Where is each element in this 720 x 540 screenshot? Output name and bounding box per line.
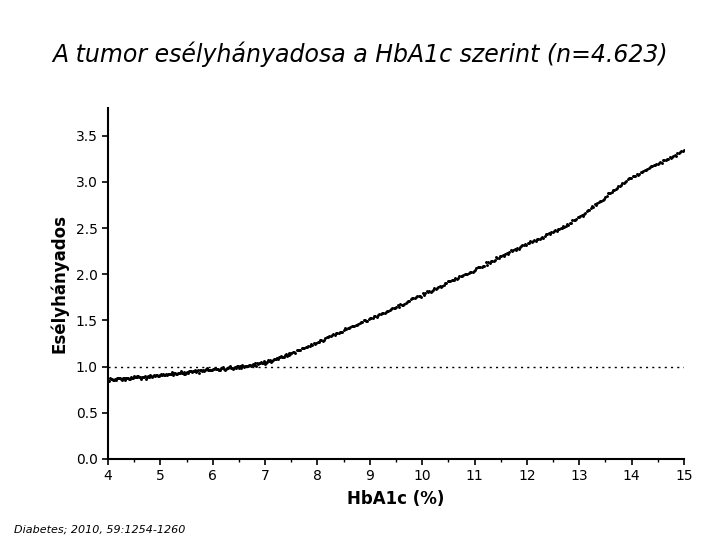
Text: Diabetes; 2010, 59:1254-1260: Diabetes; 2010, 59:1254-1260 xyxy=(14,524,186,535)
X-axis label: HbA1c (%): HbA1c (%) xyxy=(347,490,445,508)
Text: A tumor esélyhányadosa a HbA1c szerint (n=4.623): A tumor esélyhányadosa a HbA1c szerint (… xyxy=(52,41,668,67)
Y-axis label: Esélyhányados: Esélyhányados xyxy=(50,214,68,353)
